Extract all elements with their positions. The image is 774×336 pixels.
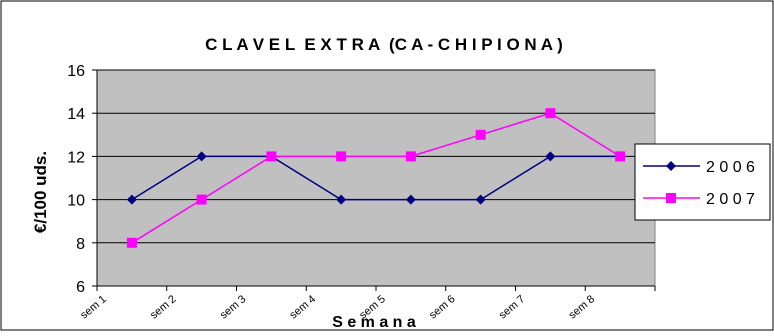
data-point [336, 194, 347, 205]
data-point [196, 194, 207, 205]
legend-item-0: 2 0 0 6 [643, 159, 755, 176]
data-point [266, 151, 277, 162]
y-tick-label: 16 [67, 63, 85, 80]
y-tick-label: 12 [67, 149, 85, 166]
series-line [131, 155, 621, 201]
y-axis-label: €/100 uds. [31, 151, 50, 233]
x-axis-label: S e m a n a [332, 314, 416, 331]
y-tick-label: 10 [67, 193, 85, 210]
plot-area [96, 69, 656, 287]
data-point [405, 194, 416, 205]
data-point [475, 129, 486, 140]
plot-background [96, 69, 656, 287]
data-point [126, 194, 137, 205]
data-point [126, 237, 137, 248]
series-layer [126, 108, 626, 248]
data-point [615, 151, 626, 162]
legend-label: 2 0 0 7 [706, 191, 755, 208]
data-point [336, 151, 347, 162]
legend: 2 0 0 6 2 0 0 7 [634, 143, 771, 221]
data-point [545, 108, 556, 119]
y-tick-label: 14 [67, 106, 85, 123]
series-line [131, 112, 621, 244]
data-point [475, 194, 486, 205]
series-1 [126, 108, 626, 248]
y-axis-ticks: 6 8 10 12 14 16 [67, 63, 97, 296]
chart-title: C L A V E L E X T R A (C A - C H I P I O… [205, 35, 563, 54]
series-0 [126, 151, 626, 205]
y-tick-label: 6 [76, 279, 85, 296]
y-tick-label: 8 [76, 236, 85, 253]
data-point [405, 151, 416, 162]
legend-label: 2 0 0 6 [706, 159, 755, 176]
legend-item-1: 2 0 0 7 [643, 191, 755, 208]
data-point [196, 151, 207, 162]
data-point [545, 151, 556, 162]
legend-box [634, 143, 771, 221]
legend-marker [666, 161, 676, 171]
legend-marker [666, 193, 676, 203]
